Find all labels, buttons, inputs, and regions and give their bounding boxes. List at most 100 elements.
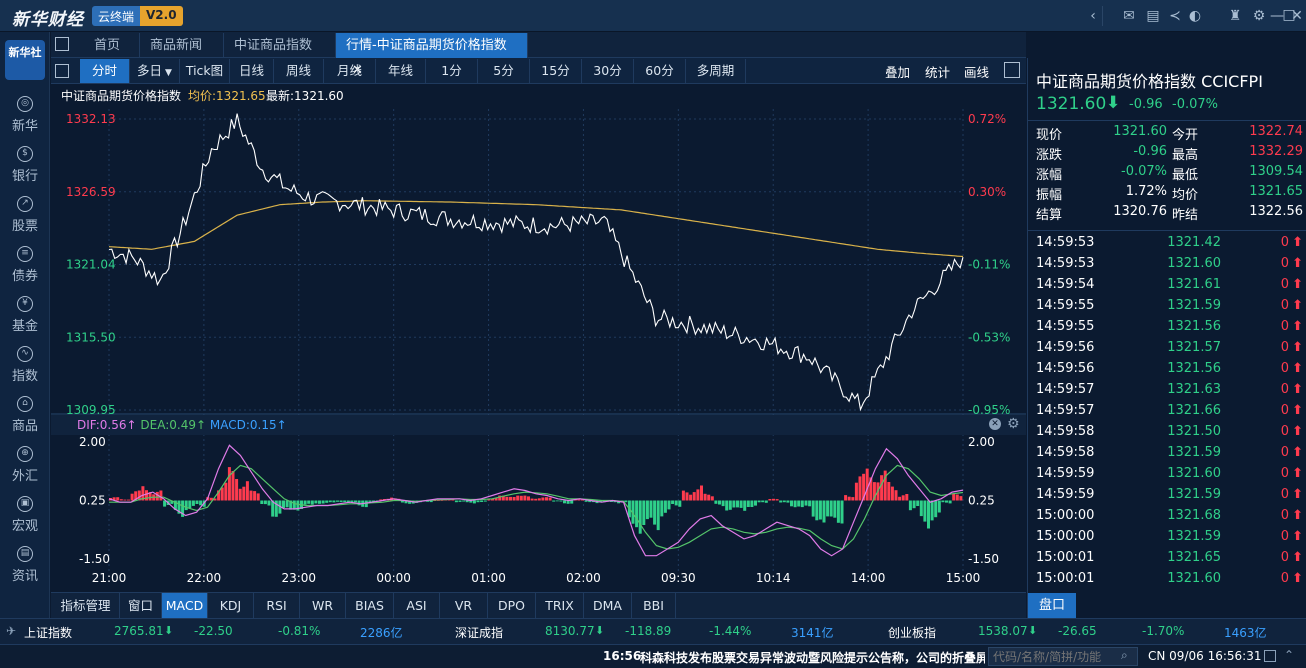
back-chevron-icon[interactable]: ‹ [1090, 8, 1096, 24]
status-index-name[interactable]: 上证指数 [24, 626, 73, 640]
macd-bar [339, 500, 343, 503]
nav-item-fund[interactable]: ¥ 基金 [0, 290, 50, 338]
nav-item-macro[interactable]: ▣ 宏观 [0, 490, 50, 538]
indicator-tab-8[interactable]: VR [440, 593, 488, 618]
period-0[interactable]: 分时 [80, 59, 130, 83]
indicator-tab-10[interactable]: TRIX [536, 593, 584, 618]
nav-item-forex[interactable]: ⊕ 外汇 [0, 440, 50, 488]
tick-row: 14:59:53 1321.60 0 ⬆ [1028, 256, 1306, 276]
nav-item-commodity[interactable]: ⌂ 商品 [0, 390, 50, 438]
chart-instrument-name: 中证商品期货价格指数 [61, 89, 182, 103]
toolbar-action-1[interactable]: 统计 [925, 65, 951, 80]
panel-toggle-icon[interactable] [55, 64, 69, 78]
period-7[interactable]: 1分 [426, 59, 478, 83]
indicator-tab-0[interactable]: 指标管理 [52, 593, 120, 618]
period-11[interactable]: 60分 [634, 59, 686, 83]
indicator-tab-6[interactable]: BIAS [346, 593, 394, 618]
intraday-chart[interactable]: 1332.13 0.72% 1326.59 0.30% 1321.04 -0.11% 131… [51, 84, 1026, 592]
indicator-tab-4[interactable]: RSI [254, 593, 300, 618]
macd-bar [937, 500, 941, 513]
period-2[interactable]: Tick图 [180, 59, 230, 83]
period-6[interactable]: 年线 [376, 59, 426, 83]
status-index-name[interactable]: 创业板指 [888, 626, 937, 640]
nav-item-xinhua[interactable]: ◎ 新华 [0, 90, 50, 138]
close-indicator-icon[interactable]: ✕ [989, 418, 1001, 430]
nav-item-bank[interactable]: $ 银行 [0, 140, 50, 188]
nav-item-bond[interactable]: ≡ 债券 [0, 240, 50, 288]
tick-price: 1321.59 [1167, 529, 1221, 544]
tab-1[interactable]: 商品新闻 [140, 33, 224, 58]
maximize-icon[interactable]: □ [1282, 7, 1296, 23]
chart-area[interactable]: 中证商品期货价格指数 均价:1321.65 最新:1321.60 1332.13… [51, 84, 1026, 592]
macd-bar [346, 500, 350, 503]
close-tab-icon[interactable]: ✕ [352, 63, 363, 78]
layout-toggle-icon[interactable] [55, 37, 69, 51]
macd-bar [815, 500, 819, 521]
status-index-name[interactable]: 深证成指 [455, 626, 504, 640]
close-icon[interactable]: ✕ [1291, 8, 1303, 24]
window-mode-icon[interactable] [1264, 650, 1276, 662]
nav-item-stock[interactable]: ↗ 股票 [0, 190, 50, 238]
quote-title: 中证商品期货价格指数 CCICFPI [1036, 72, 1263, 91]
indicator-tab-7[interactable]: ASI [394, 593, 440, 618]
macd-bar [372, 500, 375, 502]
indicator-settings-icon[interactable]: ⚙ [1007, 416, 1020, 432]
period-12[interactable]: 多周期 [686, 59, 746, 83]
bond-icon: ≡ [17, 246, 33, 262]
cloud-version-badge[interactable]: 云终端 V2.0 [92, 6, 183, 26]
period-toolbar [51, 58, 1026, 84]
macd-bar [350, 500, 354, 503]
search-icon[interactable]: ⌕ [1121, 648, 1128, 662]
macd-bar [440, 500, 444, 501]
period-1[interactable]: 多日 ▼ [130, 59, 180, 83]
period-4[interactable]: 周线 [274, 59, 324, 83]
minimize-icon[interactable]: — [1270, 8, 1284, 24]
shirt-icon[interactable]: ♜ [1228, 8, 1242, 24]
indicator-tab-1[interactable]: 窗口 [120, 593, 162, 618]
indicator-tab-2[interactable]: MACD [162, 593, 208, 618]
xinhua-logo[interactable]: 新华社 [5, 40, 45, 80]
mail-icon[interactable]: ✉ [1123, 8, 1135, 24]
tab-order-book[interactable]: 盘口 [1028, 593, 1076, 618]
toolbar-action-0[interactable]: 叠加 [885, 65, 911, 80]
stat-label: 涨幅 [1036, 168, 1063, 183]
down-arrow-icon: ⬇ [595, 624, 605, 637]
time-axis-label: 23:00 [281, 571, 316, 585]
nav-item-index[interactable]: ∿ 指数 [0, 340, 50, 388]
stat-value: 1332.29 [1249, 144, 1303, 159]
tick-price: 1321.66 [1167, 403, 1221, 418]
macd-bar [235, 479, 239, 501]
macd-bar [700, 485, 703, 501]
tab-0[interactable]: 首页 [84, 33, 140, 58]
indicator-tab-9[interactable]: DPO [488, 593, 536, 618]
period-8[interactable]: 5分 [478, 59, 530, 83]
period-9[interactable]: 15分 [530, 59, 582, 83]
period-5[interactable]: 月线 [324, 59, 376, 83]
settings-icon[interactable]: ⚙ [1252, 8, 1266, 24]
search-input[interactable] [988, 647, 1138, 666]
nav-label: 指数 [11, 369, 38, 384]
side-panel-toggle-icon[interactable] [1004, 62, 1020, 78]
macd-bar [772, 498, 775, 501]
share-icon[interactable]: ≺ [1169, 8, 1181, 24]
nav-item-news[interactable]: ▤ 资讯 [0, 540, 50, 588]
indicator-tab-11[interactable]: DMA [584, 593, 632, 618]
indicator-tab-12[interactable]: BBI [632, 593, 676, 618]
toolbar-action-2[interactable]: 画线 [964, 65, 990, 80]
tab-3[interactable]: 行情-中证商品期货价格指数 ✕ [336, 33, 528, 78]
period-3[interactable]: 日线 [230, 59, 274, 83]
indicator-tab-5[interactable]: WR [300, 593, 346, 618]
indicator-tab-3[interactable]: KDJ [208, 593, 254, 618]
news-ticker[interactable]: 科森科技发布股票交易异常波动暨风险提示公告称，公司的折叠屏 [640, 651, 985, 665]
macd-bar [130, 493, 134, 501]
pin-icon[interactable]: ✈ [6, 624, 17, 638]
skin-icon[interactable]: ◐ [1188, 8, 1202, 24]
chat-icon[interactable]: ▤ [1146, 8, 1160, 24]
expand-icon[interactable]: ⌃ [1284, 648, 1295, 662]
tick-volume: 0 [1280, 466, 1289, 481]
up-arrow-icon: ⬆ [1292, 529, 1303, 544]
tick-price: 1321.57 [1167, 340, 1221, 355]
period-10[interactable]: 30分 [582, 59, 634, 83]
tab-2[interactable]: 中证商品指数 [224, 33, 336, 58]
macd-bar [570, 500, 574, 504]
